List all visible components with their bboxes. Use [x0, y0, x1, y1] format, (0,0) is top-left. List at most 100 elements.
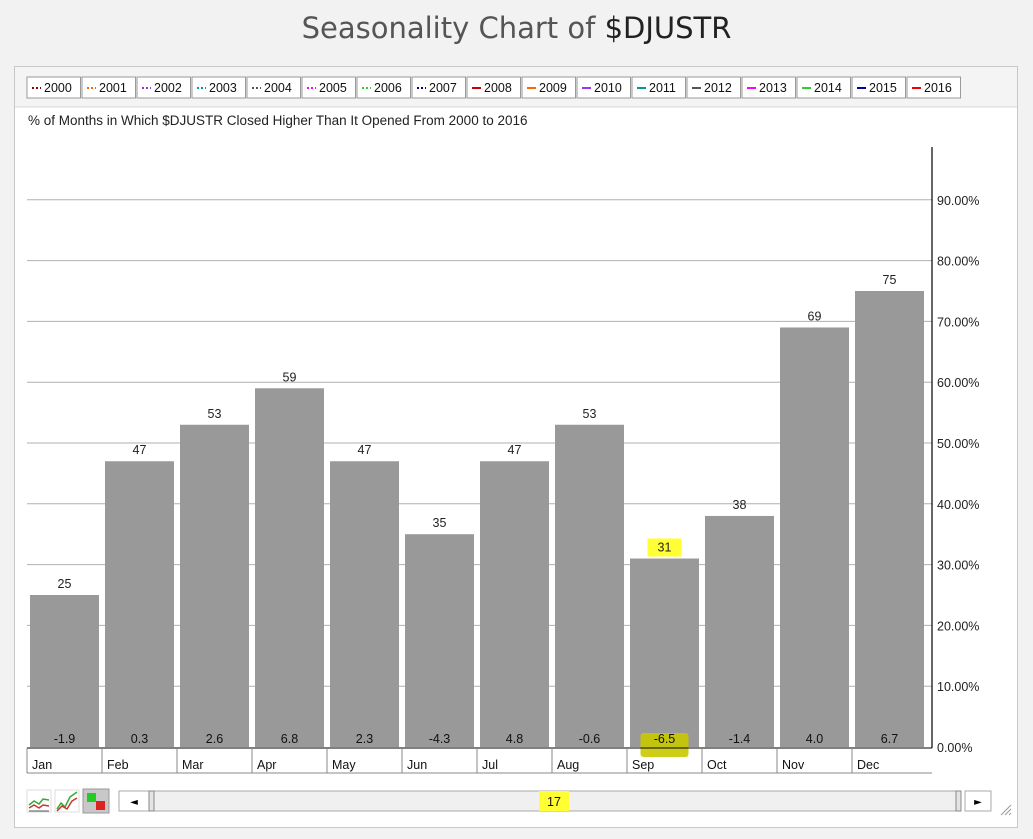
avg-return-label: -6.5 — [654, 732, 676, 746]
chart-frame: 2000 2001 2002 2003 2004 2005 2006 2007 2008 2009… — [14, 66, 1018, 828]
legend-item-2008[interactable]: 2008 — [466, 76, 521, 99]
area-chart-icon[interactable] — [54, 789, 80, 813]
page-title-symbol: $DJUSTR — [604, 11, 732, 45]
legend-item-box — [466, 76, 521, 99]
value-label: 75 — [883, 273, 897, 287]
scroll-handle-left[interactable] — [148, 790, 155, 812]
value-label: 25 — [58, 577, 72, 591]
icon-square-green — [87, 793, 96, 802]
legend-item-2012[interactable]: 2012 — [686, 76, 741, 99]
avg-return-label: -0.6 — [579, 732, 601, 746]
value-label: 53 — [583, 407, 597, 421]
legend-item-box — [356, 76, 411, 99]
legend-label: 2005 — [319, 81, 347, 95]
x-tick-label: Nov — [782, 758, 805, 772]
scroll-left-icon: ◄ — [130, 797, 138, 808]
legend-label: 2010 — [594, 81, 622, 95]
bar-jul — [480, 461, 549, 747]
legend-item-box — [191, 76, 246, 99]
resize-grip-icon[interactable] — [1000, 804, 1012, 816]
value-label: 35 — [433, 516, 447, 530]
avg-return-label: 2.3 — [356, 732, 373, 746]
bar-feb — [105, 461, 174, 747]
bar-mar — [180, 424, 249, 747]
icon-frame — [26, 789, 52, 813]
avg-return-label: 0.3 — [131, 732, 148, 746]
value-label: 59 — [283, 370, 297, 384]
legend-item-2001[interactable]: 2001 — [81, 76, 136, 99]
x-tick-label: Jan — [32, 758, 52, 772]
legend-label: 2006 — [374, 81, 402, 95]
legend-label: 2015 — [869, 81, 897, 95]
legend-item-2005[interactable]: 2005 — [301, 76, 356, 99]
x-tick-label: Jun — [407, 758, 427, 772]
line-chart-icon[interactable] — [26, 789, 52, 813]
scroll-handle-right[interactable] — [955, 790, 962, 812]
legend-item-2007[interactable]: 2007 — [411, 76, 466, 99]
legend-item-2016[interactable]: 2016 — [906, 76, 961, 99]
legend-item-2010[interactable]: 2010 — [576, 76, 631, 99]
y-tick-label: 40.00% — [937, 498, 979, 512]
legend-item-box — [301, 76, 356, 99]
avg-return-label: 6.8 — [281, 732, 298, 746]
grip-line — [1004, 808, 1012, 816]
avg-return-label: -1.9 — [54, 732, 76, 746]
icon-line-red — [56, 797, 78, 812]
legend-item-2015[interactable]: 2015 — [851, 76, 906, 99]
legend-item-2013[interactable]: 2013 — [741, 76, 796, 99]
legend-item-box — [521, 76, 576, 99]
legend-item-2006[interactable]: 2006 — [356, 76, 411, 99]
x-tick-label: Jul — [482, 758, 498, 772]
legend-item-2003[interactable]: 2003 — [191, 76, 246, 99]
legend-item-2004[interactable]: 2004 — [246, 76, 301, 99]
avg-return-label: 4.8 — [506, 732, 523, 746]
value-label: 47 — [358, 443, 372, 457]
scroll-right-icon: ► — [974, 797, 982, 808]
y-tick-label: 90.00% — [937, 194, 979, 208]
bar-apr — [255, 388, 324, 747]
legend-item-box — [576, 76, 631, 99]
legend-item-box — [741, 76, 796, 99]
legend-item-box — [631, 76, 686, 99]
legend-item-2014[interactable]: 2014 — [796, 76, 851, 99]
bar-sep — [630, 558, 699, 747]
legend-label: 2014 — [814, 81, 842, 95]
legend-item-2011[interactable]: 2011 — [631, 76, 686, 99]
range-scrollbar[interactable]: ◄ 17 ► — [118, 790, 992, 812]
value-label: 31 — [658, 541, 672, 555]
legend-item-box — [246, 76, 301, 99]
legend-item-2000[interactable]: 2000 — [26, 76, 81, 99]
legend-label: 2007 — [429, 81, 457, 95]
page-title: Seasonality Chart of $DJUSTR — [0, 0, 1033, 56]
x-tick-label: Feb — [107, 758, 129, 772]
y-tick-label: 10.00% — [937, 680, 979, 694]
legend-item-2002[interactable]: 2002 — [136, 76, 191, 99]
legend-label: 2000 — [44, 81, 72, 95]
x-tick-label: Apr — [257, 758, 276, 772]
x-tick-label: Mar — [182, 758, 204, 772]
legend-label: 2016 — [924, 81, 952, 95]
icon-line-red — [28, 804, 50, 809]
y-tick-label: 0.00% — [937, 741, 972, 755]
legend-label: 2004 — [264, 81, 292, 95]
legend-item-2009[interactable]: 2009 — [521, 76, 576, 99]
legend-label: 2013 — [759, 81, 787, 95]
bar-nov — [780, 327, 849, 747]
avg-return-label: 2.6 — [206, 732, 223, 746]
x-tick-label: Dec — [857, 758, 879, 772]
bar-chart-icon[interactable] — [82, 788, 110, 814]
value-label: 47 — [508, 443, 522, 457]
legend-label: 2012 — [704, 81, 732, 95]
chart-title: % of Months in Which $DJUSTR Closed High… — [28, 113, 528, 128]
bar-oct — [705, 515, 774, 747]
legend-item-box — [136, 76, 191, 99]
scroll-right-button[interactable] — [964, 790, 992, 812]
legend-item-box — [851, 76, 906, 99]
legend-label: 2002 — [154, 81, 182, 95]
bar-jun — [405, 534, 474, 747]
legend-label: 2011 — [649, 81, 676, 95]
legend-label: 2009 — [539, 81, 567, 95]
y-tick-label: 50.00% — [937, 437, 979, 451]
legend-item-box — [796, 76, 851, 99]
value-label: 53 — [208, 407, 222, 421]
